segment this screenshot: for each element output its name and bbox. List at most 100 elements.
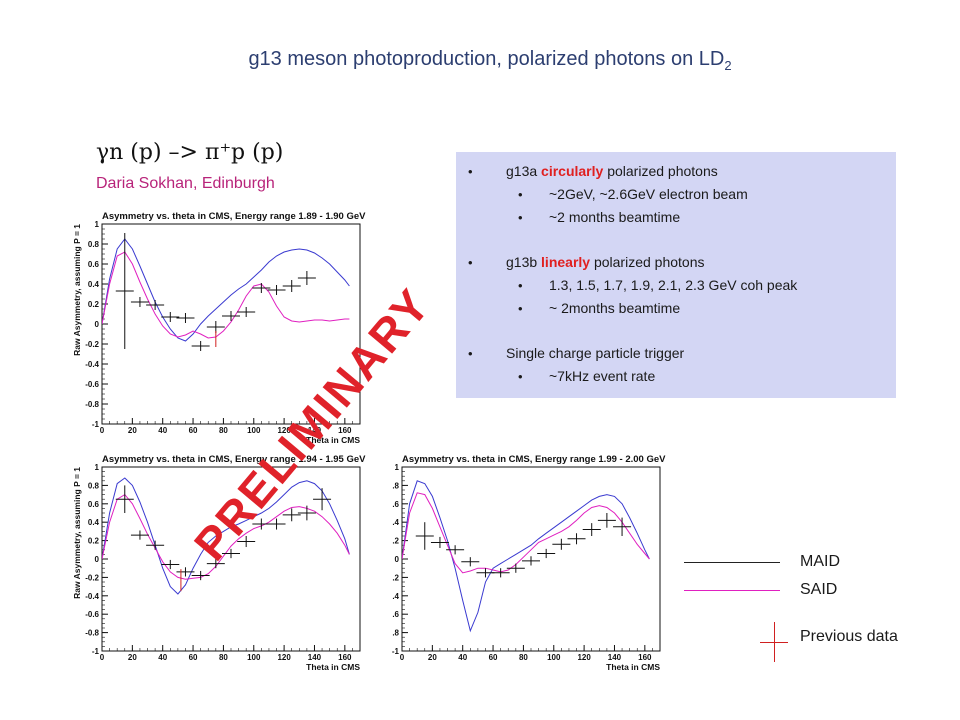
legend-swatch-maid (684, 562, 780, 563)
y-tick-label: .2 (392, 573, 399, 582)
y-tick-label: .6 (392, 500, 399, 509)
y-tick-label: -1 (392, 647, 400, 656)
y-tick-label: -0.4 (85, 360, 99, 369)
x-tick-label: 40 (158, 653, 167, 662)
y-tick-label: .8 (392, 629, 399, 638)
info-bullet: • Single charge particle trigger (456, 342, 896, 365)
y-tick-label: 0.2 (88, 300, 100, 309)
info-text: ~7kHz event rate (549, 368, 656, 384)
asymmetry-plot-1.99: Asymmetry vs. theta in CMS, Energy range… (392, 455, 666, 672)
legend-swatch-said (684, 590, 780, 591)
x-axis-label: Theta in CMS (606, 662, 660, 672)
y-tick-label: .8 (392, 481, 399, 490)
x-tick-label: 120 (577, 653, 591, 662)
info-text: ~2 months beamtime (549, 209, 681, 225)
legend-cross-vertical (774, 622, 775, 662)
info-text: 1.3, 1.5, 1.7, 1.9, 2.1, 2.3 GeV coh pea… (549, 277, 798, 293)
legend-label: Previous data (800, 628, 898, 645)
y-tick-label: .4 (392, 592, 399, 601)
info-highlight: circularly (541, 163, 604, 179)
series-line-said (102, 251, 350, 339)
info-bullet: • ~2 months beamtime (456, 206, 896, 229)
info-text: ~2GeV, ~2.6GeV electron beam (549, 186, 748, 202)
info-bullet: • 1.3, 1.5, 1.7, 1.9, 2.1, 2.3 GeV coh pe… (456, 274, 896, 297)
x-tick-label: 160 (638, 653, 652, 662)
asymmetry-plot-1.89: Asymmetry vs. theta in CMS, Energy range… (72, 211, 366, 445)
x-tick-label: 140 (308, 653, 322, 662)
x-tick-label: 140 (608, 653, 622, 662)
y-tick-label: 0 (395, 555, 400, 564)
x-tick-label: 20 (128, 653, 137, 662)
plot-title: Asymmetry vs. theta in CMS, Energy range… (102, 455, 366, 465)
info-spacer (456, 320, 896, 342)
slide-title-text: g13 meson photoproduction, polarized pho… (248, 48, 725, 70)
x-tick-label: 160 (338, 653, 352, 662)
x-tick-label: 40 (458, 653, 467, 662)
info-text: polarized photons (590, 254, 705, 270)
info-bullet: • g13a circularly polarized photons (456, 160, 896, 183)
x-tick-label: 80 (519, 653, 528, 662)
bullet-icon: • (518, 278, 523, 293)
y-tick-label: -0.8 (85, 629, 99, 638)
y-tick-label: 0.8 (88, 240, 100, 249)
x-tick-label: 20 (428, 653, 437, 662)
y-tick-label: -0.6 (85, 380, 99, 389)
x-tick-label: 20 (128, 426, 137, 435)
x-tick-label: 0 (100, 653, 105, 662)
series-line-maid (102, 238, 350, 342)
y-tick-label: .4 (392, 518, 399, 527)
x-tick-label: 160 (338, 426, 352, 435)
info-text: ~ 2months beamtime (549, 300, 681, 316)
info-bullet: • g13b linearly polarized photons (456, 251, 896, 274)
legend-label: SAID (800, 581, 838, 598)
x-tick-label: 100 (547, 653, 561, 662)
y-tick-label: 0 (95, 320, 100, 329)
author-label: Daria Sokhan, Edinburgh (96, 175, 275, 192)
slide-title-subscript: 2 (724, 58, 732, 73)
series-line-said (402, 492, 650, 574)
x-tick-label: 100 (247, 653, 261, 662)
info-bullet: • ~2GeV, ~2.6GeV electron beam (456, 183, 896, 206)
x-tick-label: 40 (158, 426, 167, 435)
series-line-maid (402, 480, 650, 633)
info-text: Single charge particle trigger (506, 345, 685, 361)
legend-label: MAID (800, 553, 840, 570)
x-tick-label: 0 (400, 653, 405, 662)
info-box: • g13a circularly polarized photons • ~2GeV… (456, 152, 896, 398)
bullet-icon: • (518, 301, 523, 316)
x-tick-label: 0 (100, 426, 105, 435)
bullet-icon: • (468, 255, 473, 270)
bullet-icon: • (518, 187, 523, 202)
info-text: g13a (506, 163, 542, 179)
slide-title: g13 meson photoproduction, polarized pho… (0, 48, 960, 73)
info-text: g13b (506, 254, 542, 270)
x-tick-label: 60 (189, 426, 198, 435)
y-tick-label: 0.6 (88, 500, 100, 509)
bullet-icon: • (468, 346, 473, 361)
y-tick-label: -1 (92, 420, 100, 429)
y-tick-label: .2 (392, 537, 399, 546)
y-tick-label: -0.2 (85, 340, 99, 349)
info-text: polarized photons (603, 163, 718, 179)
y-tick-label: 0.4 (88, 518, 100, 527)
y-tick-label: 1 (95, 220, 100, 229)
x-tick-label: 60 (189, 653, 198, 662)
plot-title: Asymmetry vs. theta in CMS, Energy range… (402, 455, 666, 465)
x-tick-label: 60 (489, 653, 498, 662)
y-tick-label: -0.6 (85, 610, 99, 619)
info-spacer (456, 229, 896, 251)
x-tick-label: 80 (219, 653, 228, 662)
asymmetry-plot-1.94: Asymmetry vs. theta in CMS, Energy range… (72, 455, 366, 672)
y-tick-label: 1 (95, 463, 100, 472)
y-tick-label: 0.6 (88, 260, 100, 269)
y-tick-label: 0 (95, 555, 100, 564)
y-tick-label: .6 (392, 610, 399, 619)
bullet-icon: • (518, 210, 523, 225)
info-bullet: • ~ 2months beamtime (456, 297, 896, 320)
x-tick-label: 120 (277, 653, 291, 662)
y-axis-label: Raw Asymmetry, assuming P = 1 (72, 467, 82, 599)
series-line-maid (102, 477, 350, 595)
y-tick-label: -0.2 (85, 573, 99, 582)
info-highlight: linearly (541, 254, 591, 270)
bullet-icon: • (518, 369, 523, 384)
